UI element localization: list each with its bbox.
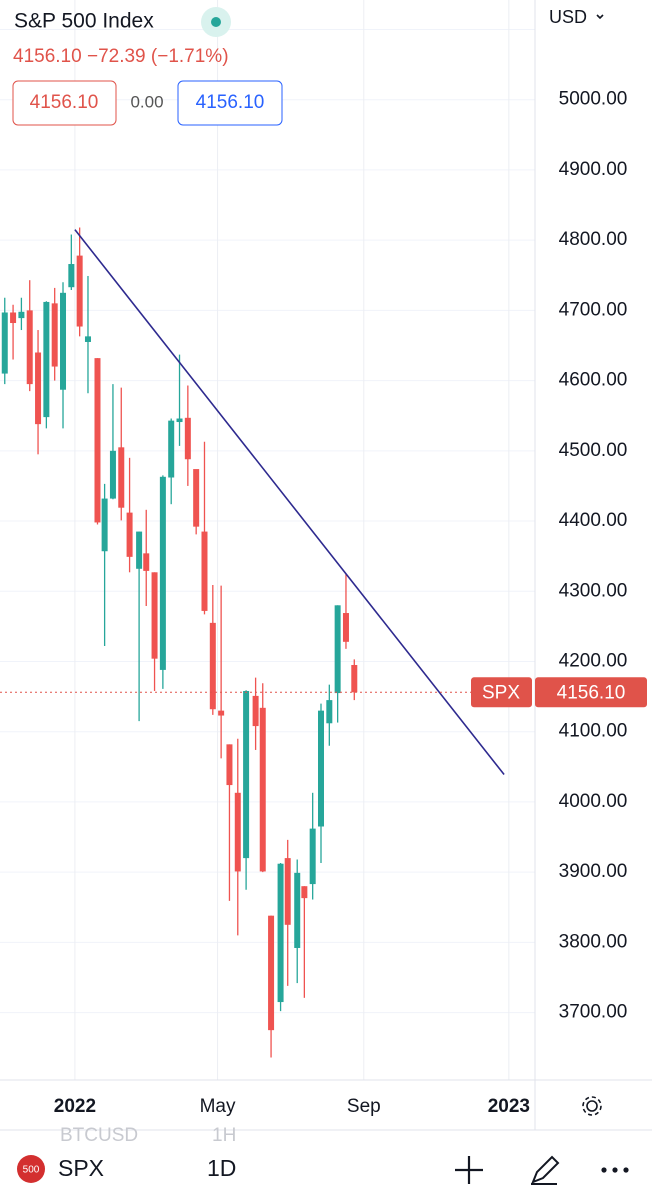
candle-body bbox=[243, 690, 250, 859]
candle-body bbox=[43, 301, 50, 418]
candle-body bbox=[326, 700, 333, 724]
hidden-symbol: BTCUSD bbox=[60, 1125, 138, 1146]
currency-bg bbox=[538, 0, 652, 36]
candle-body bbox=[234, 792, 241, 872]
candle-body bbox=[259, 707, 266, 872]
change: −72.39 bbox=[87, 46, 146, 67]
last: 4156.10 bbox=[13, 46, 82, 67]
candle-body bbox=[26, 310, 33, 385]
currency-caret bbox=[596, 14, 604, 20]
spread: 0.00 bbox=[130, 92, 163, 111]
y-tick-label: 4200.00 bbox=[559, 650, 628, 671]
candle-body bbox=[143, 553, 150, 571]
y-tick-label: 4700.00 bbox=[559, 299, 628, 320]
buy-price: 4156.10 bbox=[196, 92, 265, 113]
add-icon[interactable] bbox=[455, 1156, 483, 1184]
candle-body bbox=[301, 886, 308, 899]
candle-body bbox=[136, 531, 143, 569]
y-tick-label: 4800.00 bbox=[559, 229, 628, 250]
candle-body bbox=[168, 420, 175, 478]
candle-body bbox=[309, 828, 316, 885]
y-tick-label: 4600.00 bbox=[559, 370, 628, 391]
sell-box[interactable] bbox=[12, 80, 117, 126]
candle-body bbox=[209, 622, 216, 710]
trend-line bbox=[74, 229, 505, 776]
chart-title: S&P 500 Index bbox=[14, 10, 154, 33]
candle-body bbox=[159, 476, 166, 670]
candle-body bbox=[94, 358, 101, 523]
y-tick-label: 3800.00 bbox=[559, 931, 628, 952]
candle-body bbox=[68, 264, 75, 288]
candle-body bbox=[1, 312, 8, 374]
y-tick-label: 5000.00 bbox=[559, 89, 628, 110]
candle-body bbox=[342, 613, 349, 642]
badge-text: 500 bbox=[23, 1165, 40, 1176]
candle-body bbox=[184, 417, 191, 460]
y-tick-label: 4300.00 bbox=[559, 580, 628, 601]
change-pct: (−1.71%) bbox=[151, 46, 229, 67]
hidden-interval: 1H bbox=[212, 1125, 236, 1146]
settings-icon[interactable] bbox=[582, 1096, 602, 1116]
x-tick-label: May bbox=[200, 1096, 236, 1117]
candle-body bbox=[318, 710, 324, 827]
candle-body bbox=[118, 447, 125, 508]
y-tick-label: 4400.00 bbox=[559, 510, 628, 531]
candle-body bbox=[176, 418, 183, 423]
y-tick-label: 4900.00 bbox=[559, 159, 628, 180]
price-name: SPX bbox=[482, 682, 520, 703]
symbol[interactable]: SPX bbox=[58, 1155, 104, 1181]
interval[interactable]: 1D bbox=[207, 1155, 236, 1181]
candle-body bbox=[18, 311, 25, 319]
toolbar bbox=[0, 1142, 652, 1200]
buy-box[interactable] bbox=[177, 80, 283, 126]
candle-body bbox=[10, 312, 17, 324]
candle-body bbox=[109, 450, 116, 499]
candle-body bbox=[268, 915, 275, 1031]
more-icon[interactable] bbox=[601, 1167, 629, 1173]
status-dot bbox=[211, 17, 221, 27]
x-tick-label: 2023 bbox=[488, 1096, 530, 1117]
candle-body bbox=[334, 605, 341, 694]
candle-body bbox=[51, 303, 58, 367]
y-tick-label: 4100.00 bbox=[559, 721, 628, 742]
x-tick-label: Sep bbox=[347, 1096, 381, 1117]
candle-body bbox=[351, 664, 358, 693]
candle-body bbox=[126, 512, 133, 557]
candle-body bbox=[252, 695, 259, 727]
candle-body bbox=[226, 744, 233, 786]
symbol-badge bbox=[17, 1155, 45, 1183]
candle-body bbox=[84, 336, 91, 342]
x-tick-label: 2022 bbox=[54, 1096, 96, 1117]
last-price: 4156.10 −72.39 (−1.71%) bbox=[13, 46, 229, 67]
candle-body bbox=[201, 531, 208, 611]
price-name-box bbox=[471, 677, 532, 708]
sell-price: 4156.10 bbox=[30, 92, 99, 113]
currency[interactable]: USD bbox=[549, 7, 587, 27]
price-label: 4156.10 bbox=[557, 682, 626, 703]
candle-body bbox=[284, 858, 291, 925]
candle-body bbox=[294, 872, 301, 948]
candle-body bbox=[218, 710, 225, 716]
candle-body bbox=[193, 469, 200, 527]
candle-body bbox=[151, 572, 158, 659]
candle-body bbox=[76, 255, 83, 327]
candle-body bbox=[35, 352, 42, 425]
y-tick-label: 4000.00 bbox=[559, 791, 628, 812]
y-tick-label: 3900.00 bbox=[559, 861, 628, 882]
candle-body bbox=[277, 863, 284, 1003]
candle-body bbox=[101, 498, 108, 552]
price-label-box bbox=[535, 677, 647, 708]
y-tick-label: 4500.00 bbox=[559, 440, 628, 461]
draw-icon[interactable] bbox=[531, 1155, 560, 1185]
candle-body bbox=[60, 292, 67, 390]
y-tick-label: 3700.00 bbox=[559, 1002, 628, 1023]
